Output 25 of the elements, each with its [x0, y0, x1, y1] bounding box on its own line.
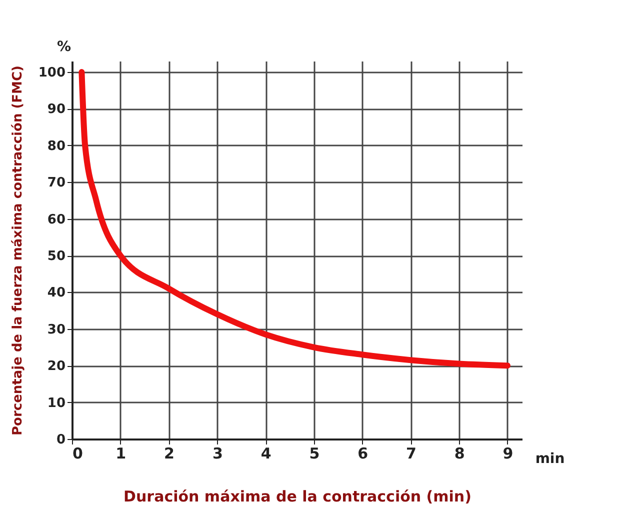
x-tick-label: 7 [406, 444, 416, 462]
x-tick-label: 1 [116, 444, 126, 462]
x-tick-label: 4 [260, 444, 272, 462]
y-axis-title: Porcentaje de la fuerza máxima contracción (FMC) [10, 66, 26, 436]
y-tick-label: 100 [38, 66, 66, 81]
y-tick-label: 50 [47, 249, 66, 264]
y-tick-label: 60 [47, 212, 66, 228]
y-tick-label: 20 [47, 359, 66, 374]
y-tick-label: 0 [56, 432, 66, 448]
x-tick-label: 2 [164, 444, 174, 462]
y-tick-label: 90 [47, 102, 66, 118]
x-tick-label: 8 [454, 444, 465, 462]
y-tick-label: 80 [47, 138, 66, 154]
x-tick-label: 9 [502, 444, 514, 462]
y-tick-label: 30 [47, 322, 66, 338]
y-tick-label: 40 [47, 286, 66, 301]
y-tick-label: 70 [47, 176, 66, 191]
x-tick-label: 0 [72, 444, 83, 462]
text: % [56, 39, 72, 55]
x-tick-label: 6 [358, 444, 368, 462]
x-axis-title: Duración máxima de la contracción (min) [124, 488, 472, 506]
y-tick-label: 10 [47, 396, 66, 411]
x-tick-label: 5 [309, 444, 320, 462]
text: min [535, 451, 565, 467]
x-tick-label: 3 [212, 444, 223, 462]
